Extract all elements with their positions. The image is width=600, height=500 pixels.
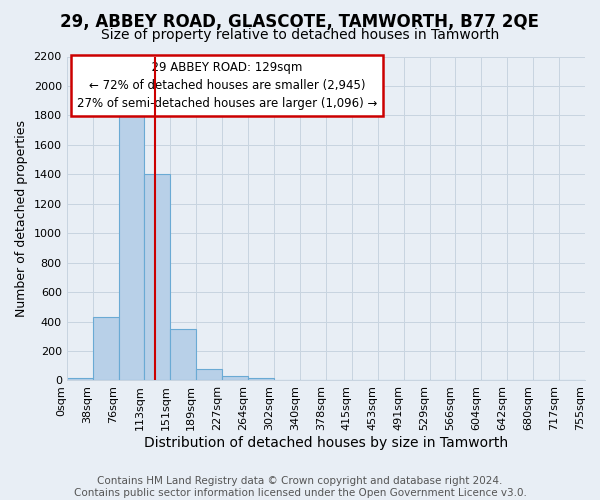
Y-axis label: Number of detached properties: Number of detached properties (15, 120, 28, 317)
Bar (119, 116, 145, 380)
Bar (67, 378, 92, 380)
Text: 29, ABBEY ROAD, GLASCOTE, TAMWORTH, B77 2QE: 29, ABBEY ROAD, GLASCOTE, TAMWORTH, B77 … (61, 12, 539, 30)
X-axis label: Distribution of detached houses by size in Tamworth: Distribution of detached houses by size … (144, 436, 508, 450)
Bar (248, 378, 274, 380)
Text: 29 ABBEY ROAD: 129sqm  
← 72% of detached houses are smaller (2,945)
27% of semi: 29 ABBEY ROAD: 129sqm ← 72% of detached … (77, 62, 377, 110)
Bar (170, 329, 196, 380)
Bar (92, 317, 119, 380)
Bar (196, 368, 222, 380)
Text: Contains HM Land Registry data © Crown copyright and database right 2024.
Contai: Contains HM Land Registry data © Crown c… (74, 476, 526, 498)
Bar (222, 376, 248, 380)
Text: Size of property relative to detached houses in Tamworth: Size of property relative to detached ho… (101, 28, 499, 42)
Bar (145, 174, 170, 380)
